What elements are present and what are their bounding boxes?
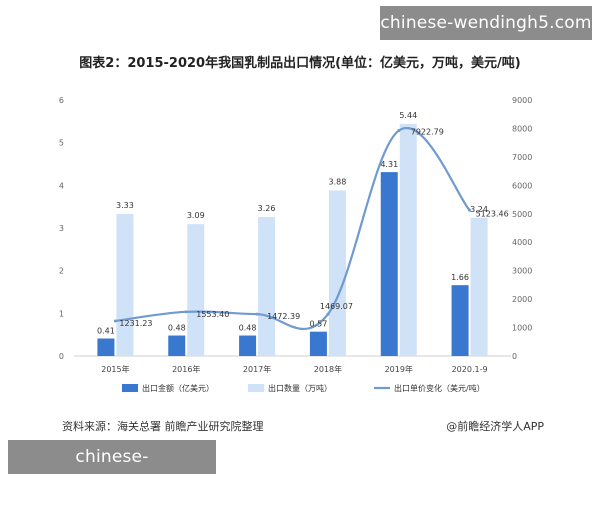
legend-swatch <box>122 384 138 392</box>
legend-entry: 出口数量（万吨） <box>268 383 332 393</box>
right-tick-label: 3000 <box>512 267 532 276</box>
category-label: 2018年 <box>314 364 342 374</box>
left-tick-label: 3 <box>59 224 64 233</box>
data-label-amount: 0.41 <box>97 327 115 336</box>
data-label-quantity: 5.44 <box>399 111 417 120</box>
left-tick-label: 1 <box>59 309 64 318</box>
right-tick-label: 7000 <box>512 153 532 162</box>
point-unit-price <box>326 312 330 316</box>
data-label-amount: 0.48 <box>168 324 186 333</box>
right-tick-label: 6000 <box>512 181 532 190</box>
legend-entry: 出口单价变化（美元/吨） <box>394 383 485 393</box>
data-label-amount: 0.57 <box>310 320 328 329</box>
watermark-bottom: chinese-wendingh5.com <box>8 440 216 501</box>
bar-export-amount <box>239 335 257 356</box>
right-tick-label: 9000 <box>512 96 532 105</box>
chart: 0 1 2 3 4 5 6 0 1000 2000 3000 4000 5000 6000 7000 8000… <box>59 96 532 393</box>
data-label-amount: 4.31 <box>380 160 398 169</box>
data-label-quantity: 3.26 <box>258 204 276 213</box>
right-tick-label: 4000 <box>512 238 532 247</box>
watermark-top: chinese-wendingh5.com <box>380 6 592 40</box>
bar-export-quantity <box>470 217 488 356</box>
bar-export-amount <box>97 338 115 356</box>
bar-export-quantity <box>116 213 134 356</box>
bar-export-amount <box>168 335 186 356</box>
point-unit-price <box>468 208 472 212</box>
category-label: 2017年 <box>243 364 271 374</box>
data-label-unit-price: 1472.39 <box>267 312 300 321</box>
bar-export-amount <box>380 172 398 356</box>
right-tick-label: 5000 <box>512 210 532 219</box>
data-label-unit-price: 1231.23 <box>119 319 152 328</box>
point-unit-price <box>184 310 188 314</box>
point-unit-price <box>397 129 401 133</box>
right-tick-label: 8000 <box>512 124 532 133</box>
left-tick-label: 4 <box>59 181 64 190</box>
data-label-unit-price: 7922.79 <box>411 128 444 137</box>
data-label-quantity: 3.24 <box>470 205 488 214</box>
data-label-quantity: 3.88 <box>329 177 347 186</box>
legend-swatch <box>248 384 264 392</box>
category-label: 2015年 <box>101 364 129 374</box>
category-label: 2016年 <box>172 364 200 374</box>
right-tick-label: 0 <box>512 352 517 361</box>
bar-export-quantity <box>258 216 276 356</box>
chart-title: 图表2：2015-2020年我国乳制品出口情况(单位：亿美元，万吨，美元/吨) <box>79 56 521 71</box>
left-tick-label: 2 <box>59 267 64 276</box>
data-label-quantity: 3.33 <box>116 201 134 210</box>
credit-note: @前瞻经济学人APP <box>446 420 544 433</box>
source-note: 资料来源：海关总署 前瞻产业研究院整理 <box>62 420 264 433</box>
left-tick-label: 0 <box>59 352 64 361</box>
data-label-unit-price: 1469.07 <box>320 302 353 311</box>
right-tick-label: 1000 <box>512 324 532 333</box>
point-unit-price <box>113 319 117 323</box>
point-unit-price <box>255 312 259 316</box>
data-label-unit-price: 1553.40 <box>196 310 229 319</box>
bar-export-amount <box>309 331 327 356</box>
right-tick-label: 2000 <box>512 295 532 304</box>
data-label-unit-price: 5123.46 <box>476 209 509 218</box>
data-label-amount: 1.66 <box>451 273 469 282</box>
category-label: 2020.1-9 <box>452 365 488 374</box>
left-tick-label: 5 <box>59 139 64 148</box>
bar-export-amount <box>451 285 469 356</box>
legend-entry: 出口金额（亿美元） <box>142 383 214 393</box>
data-label-quantity: 3.09 <box>187 211 205 220</box>
data-label-amount: 0.48 <box>239 324 257 333</box>
bar-export-quantity <box>187 224 205 356</box>
left-tick-label: 6 <box>59 96 64 105</box>
bar-export-quantity <box>328 190 346 356</box>
category-label: 2019年 <box>385 364 413 374</box>
bar-export-quantity <box>399 123 417 356</box>
